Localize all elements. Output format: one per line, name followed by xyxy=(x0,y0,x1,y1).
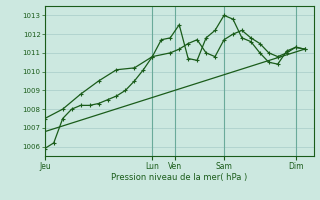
X-axis label: Pression niveau de la mer( hPa ): Pression niveau de la mer( hPa ) xyxy=(111,173,247,182)
